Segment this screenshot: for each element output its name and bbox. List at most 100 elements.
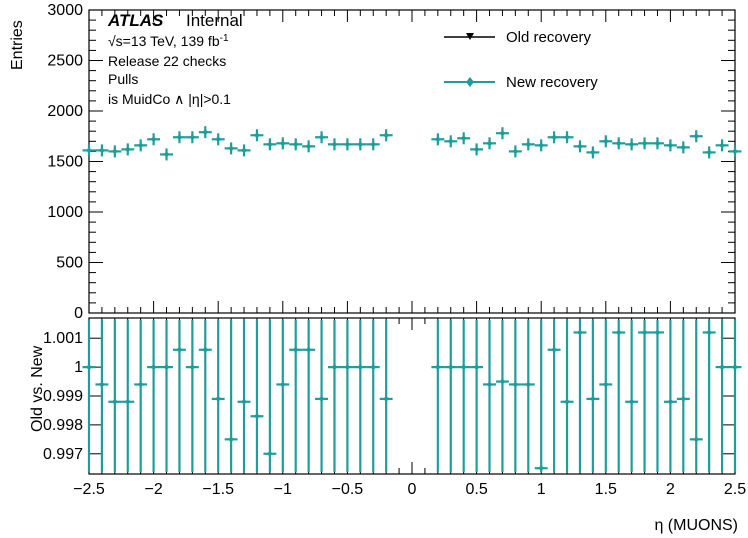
top-point — [641, 140, 648, 147]
top-y-tick-label: 1500 — [47, 154, 83, 171]
x-tick-label: 1 — [537, 481, 546, 498]
energy-label: √s=13 TeV, 139 fb-1 — [108, 33, 229, 49]
release-label: Release 22 checks — [108, 53, 226, 69]
top-point — [370, 141, 377, 148]
top-point — [693, 133, 700, 140]
x-tick-label: 0.5 — [465, 481, 487, 498]
ratio-point — [564, 398, 571, 405]
ratio-y-tick-label: 0.999 — [43, 388, 83, 405]
top-point — [215, 136, 222, 143]
x-tick-label: 2.5 — [724, 481, 746, 498]
ratio-point — [150, 364, 157, 371]
ratio-point — [512, 381, 519, 388]
ratio-point — [538, 465, 545, 472]
ratio-point — [434, 364, 441, 371]
top-point — [602, 138, 609, 145]
top-point — [357, 141, 364, 148]
ratio-y-tick-label: 1 — [74, 359, 83, 376]
ratio-point — [486, 381, 493, 388]
top-point — [266, 141, 273, 148]
ratio-point — [680, 395, 687, 402]
ratio-point — [357, 364, 364, 371]
top-point — [486, 140, 493, 147]
top-point — [86, 147, 92, 154]
ratio-point — [719, 364, 726, 371]
ratio-point — [499, 378, 506, 385]
ratio-point — [383, 395, 390, 402]
top-point — [654, 140, 661, 147]
ratio-point — [460, 364, 467, 371]
ratio-point — [576, 329, 583, 336]
top-point — [202, 129, 209, 136]
top-point — [564, 134, 571, 141]
ratio-point — [370, 364, 377, 371]
top-point — [576, 143, 583, 150]
legend-new-marker — [466, 77, 474, 87]
selection-label: is MuidCo ∧ |η|>0.1 — [108, 91, 231, 107]
ratio-point — [124, 398, 131, 405]
top-point — [538, 142, 545, 149]
top-point — [512, 148, 519, 155]
ratio-point — [86, 364, 92, 371]
top-point — [667, 142, 674, 149]
ratio-point — [228, 436, 235, 443]
ratio-point — [189, 364, 196, 371]
ratio-point — [305, 346, 312, 353]
ratio-point — [551, 346, 558, 353]
top-point — [628, 141, 635, 148]
top-y-tick-label: 1000 — [47, 204, 83, 221]
pulls-label: Pulls — [108, 71, 138, 87]
ratio-point — [525, 381, 532, 388]
x-tick-label: −2.5 — [73, 481, 105, 498]
top-y-tick-label: 3000 — [47, 2, 83, 19]
top-point — [305, 143, 312, 150]
top-point — [331, 141, 338, 148]
top-point — [292, 141, 299, 148]
top-point — [383, 132, 390, 139]
ratio-y-tick-label: 1.001 — [43, 330, 83, 347]
top-y-tick-label: 2500 — [47, 53, 83, 70]
top-point — [228, 145, 235, 152]
atlas-label: ATLAS — [107, 11, 164, 30]
top-point — [460, 135, 467, 142]
top-point — [163, 151, 170, 158]
top-point — [680, 144, 687, 151]
top-point — [98, 147, 105, 154]
ratio-point — [331, 364, 338, 371]
ratio-point — [706, 329, 713, 336]
ratio-point — [266, 450, 273, 457]
top-y-tick-label: 2000 — [47, 103, 83, 120]
top-point — [318, 134, 325, 141]
ratio-point — [292, 346, 299, 353]
ratio-point — [176, 346, 183, 353]
top-point — [176, 134, 183, 141]
y-axis-title-ratio: Old vs. New — [29, 345, 46, 432]
ratio-point — [667, 398, 674, 405]
top-point — [473, 146, 480, 153]
ratio-point — [732, 364, 738, 371]
x-axis-title: η (MUONS) — [654, 517, 738, 534]
ratio-point — [615, 329, 622, 336]
y-axis-title-top: Entries — [9, 20, 26, 70]
top-point — [344, 141, 351, 148]
ratio-point — [447, 364, 454, 371]
top-y-ticks: 0 500 1000 1500 2000 2500 3000 — [47, 2, 735, 322]
x-tick-label: −2 — [144, 481, 162, 498]
top-point — [279, 140, 286, 147]
legend-old-label: Old recovery — [506, 29, 592, 46]
x-tick-label: −0.5 — [332, 481, 364, 498]
x-tick-label: 2 — [666, 481, 675, 498]
top-point — [137, 142, 144, 149]
ratio-point — [344, 364, 351, 371]
ratio-panel-frame — [88, 317, 736, 475]
top-point — [719, 142, 726, 149]
x-tick-label: −1.5 — [202, 481, 234, 498]
legend: Old recovery New recovery — [444, 29, 598, 91]
x-tick-label: 1.5 — [595, 481, 617, 498]
ratio-point — [163, 364, 170, 371]
ratio-point — [253, 413, 260, 420]
ratio-point — [215, 395, 222, 402]
ratio-point — [693, 436, 700, 443]
ratio-point — [241, 398, 248, 405]
